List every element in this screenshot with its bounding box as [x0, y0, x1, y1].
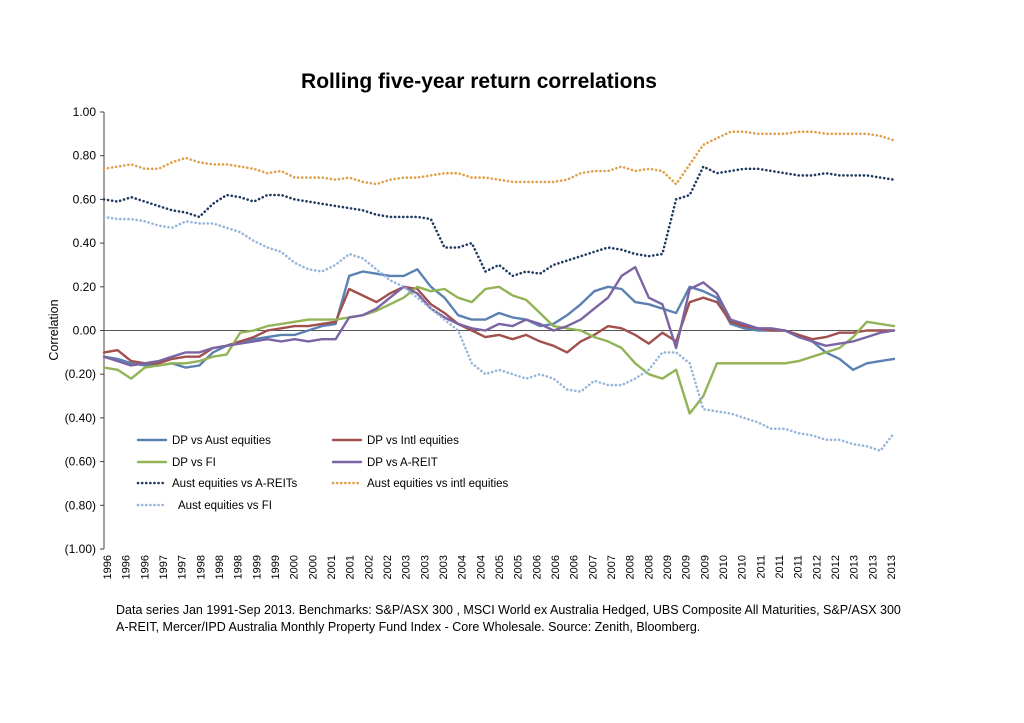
x-tick-label: 2007: [606, 555, 618, 579]
y-tick-label: 0.60: [73, 192, 97, 206]
series-line-aust-equities-vs-intl-equities: [102, 130, 896, 186]
x-tick-label: 2010: [718, 555, 730, 579]
x-tick-label: 1997: [177, 555, 189, 579]
x-tick-label: 2003: [401, 555, 413, 579]
x-tick-label: 2008: [625, 555, 637, 579]
y-tick-label: (0.80): [65, 498, 96, 512]
x-tick-label: 2013: [867, 555, 879, 579]
chart-title: Rolling five-year return correlations: [301, 70, 657, 93]
x-tick-label: 2006: [550, 555, 562, 579]
x-tick-label: 2000: [307, 555, 319, 579]
x-tick-label: 2006: [569, 555, 581, 579]
y-tick-label: (0.20): [65, 367, 96, 381]
y-tick-label: (1.00): [65, 542, 96, 556]
y-tick-label: 0.00: [73, 324, 97, 338]
x-tick-label: 2006: [531, 555, 543, 579]
series-line-aust-equities-vs-fi: [102, 215, 896, 453]
legend-label: Aust equities vs A-REITs: [172, 478, 298, 490]
x-tick-label: 2004: [457, 555, 469, 579]
x-tick-label: 1999: [251, 555, 263, 579]
y-tick-label: (0.60): [65, 455, 96, 469]
x-tick-label: 1999: [270, 555, 282, 579]
y-tick-label: (0.40): [65, 411, 96, 425]
series-line-dp-vs-a-reit: [102, 265, 896, 367]
legend-label: Aust equities vs FI: [178, 500, 272, 512]
x-tick-label: 1997: [158, 555, 170, 579]
x-tick-label: 2012: [811, 555, 823, 579]
x-tick-label: 2011: [774, 555, 786, 579]
x-tick-label: 2002: [363, 555, 375, 579]
series-lines: [102, 130, 896, 453]
x-tick-label: 2011: [793, 555, 805, 579]
x-tick-label: 2003: [438, 555, 450, 579]
y-tick-label: 1.00: [73, 105, 97, 119]
x-tick-label: 2010: [737, 555, 749, 579]
x-tick-label: 2002: [382, 555, 394, 579]
x-tick-label: 2009: [681, 555, 693, 579]
y-tick-label: 0.20: [73, 280, 97, 294]
x-tick-label: 1998: [195, 555, 207, 579]
legend: DP vs Aust equities DP vs Intl equities DP…: [136, 435, 509, 512]
x-tick-label: 2001: [345, 555, 357, 579]
series-line-aust-equities-vs-a-reits: [102, 165, 896, 278]
x-tick-label: 2009: [699, 555, 711, 579]
legend-label: Aust equities vs intl equities: [367, 478, 509, 490]
axes: 1.00 0.80 0.60 0.40 0.20 0.00 (0.20) (0.40) (0.6…: [65, 105, 898, 579]
x-tick-label: 2012: [830, 555, 842, 579]
x-tick-label: 2013: [886, 555, 898, 579]
x-tick-label: 1998: [214, 555, 226, 579]
y-tick-label: 0.40: [73, 236, 97, 250]
legend-label: DP vs A-REIT: [367, 457, 438, 469]
x-tick-label: 2003: [419, 555, 431, 579]
x-tick-label: 2011: [755, 555, 767, 579]
x-tick-label: 1996: [139, 555, 151, 579]
x-tick-label: 2013: [849, 555, 861, 579]
x-tick-label: 2008: [643, 555, 655, 579]
x-tick-label: 2007: [587, 555, 599, 579]
x-tick-label: 1996: [102, 555, 114, 579]
y-axis-label: Correlation: [47, 299, 61, 360]
x-tick-label: 1998: [233, 555, 245, 579]
x-tick-label: 2000: [289, 555, 301, 579]
source-note: Data series Jan 1991-Sep 2013. Benchmark…: [116, 603, 901, 634]
y-tick-label: 0.80: [73, 149, 97, 163]
x-tick-label: 2005: [494, 555, 506, 579]
x-tick-label: 2001: [326, 555, 338, 579]
series-line-dp-vs-fi: [102, 285, 896, 415]
x-tick-label: 1996: [121, 555, 133, 579]
x-tick-label: 2005: [513, 555, 525, 579]
x-tick-label: 2009: [662, 555, 674, 579]
legend-label: DP vs Aust equities: [172, 435, 271, 447]
x-tick-label: 2004: [475, 555, 487, 579]
legend-label: DP vs Intl equities: [367, 435, 459, 447]
legend-label: DP vs FI: [172, 457, 216, 469]
